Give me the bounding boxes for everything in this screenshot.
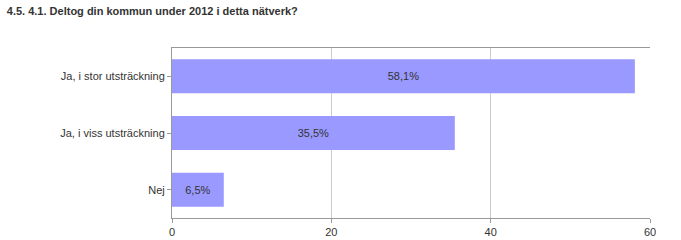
svg-text:4.5. 4.1. Deltog din kommun un: 4.5. 4.1. Deltog din kommun under 2012 i… [7,5,298,17]
svg-text:Nej: Nej [148,184,165,196]
svg-text:0: 0 [169,226,175,238]
svg-text:60: 60 [644,226,656,238]
svg-text:6,5%: 6,5% [185,184,210,196]
svg-text:20: 20 [325,226,337,238]
svg-text:58,1%: 58,1% [388,70,419,82]
svg-text:35,5%: 35,5% [298,127,329,139]
svg-text:Ja, i viss utsträckning: Ja, i viss utsträckning [60,127,165,139]
svg-text:40: 40 [485,226,497,238]
svg-text:Ja, i stor utsträckning: Ja, i stor utsträckning [61,70,165,82]
